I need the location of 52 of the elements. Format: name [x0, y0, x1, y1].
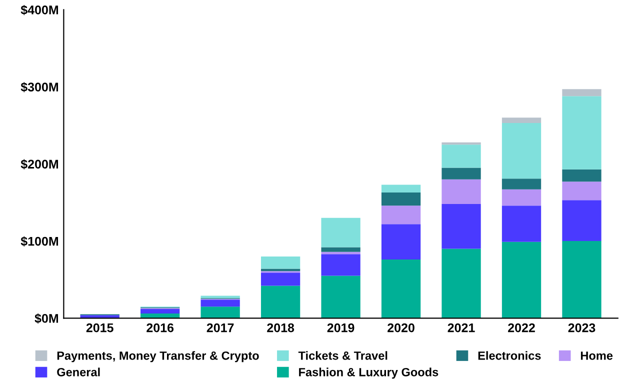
bar [321, 254, 360, 276]
x-tick-label: 2017 [206, 323, 234, 332]
bar [502, 242, 542, 318]
bar [502, 123, 542, 179]
bar [502, 206, 542, 242]
legend-label: Electronics [478, 351, 541, 360]
bar [502, 189, 542, 206]
bar [502, 118, 542, 124]
bar [321, 247, 360, 252]
bar [140, 308, 180, 314]
bar [562, 169, 602, 182]
y-tick-label: $100M [20, 236, 58, 246]
y-tick-label: $300M [20, 82, 58, 92]
bar [260, 256, 300, 269]
y-tick-label: $400M [20, 4, 58, 16]
y-tick-label: $0M [34, 313, 58, 324]
bar [321, 218, 360, 248]
bar [200, 306, 240, 318]
legend-label: General [57, 368, 100, 376]
bar [381, 224, 421, 260]
bar [442, 179, 481, 204]
bar [562, 241, 602, 318]
x-tick-label: 2021 [448, 323, 475, 332]
bar [502, 178, 542, 190]
bar [442, 144, 481, 168]
bar [321, 276, 360, 318]
bar [562, 89, 602, 96]
legend-label: Home [580, 352, 613, 360]
bar [260, 272, 300, 286]
bar [442, 248, 481, 318]
x-tick-label: 2022 [508, 323, 535, 332]
bar [200, 300, 240, 307]
bar [562, 96, 602, 170]
legend-label: Fashion & Luxury Goods [299, 368, 438, 379]
legend-label: Tickets & Travel [298, 351, 388, 360]
bar [381, 184, 421, 192]
bar [260, 286, 300, 318]
bar [442, 168, 481, 180]
x-tick-label: 2019 [327, 323, 354, 332]
bar [381, 260, 421, 318]
legend-label: Payments, Money Transfer & Crypto [57, 351, 259, 362]
y-tick-label: $200M [20, 159, 58, 170]
bar [381, 206, 421, 224]
bar [442, 204, 481, 249]
x-tick-label: 2016 [146, 323, 174, 332]
x-tick-label: 2023 [568, 323, 596, 332]
x-tick-label: 2018 [267, 323, 294, 332]
bar [381, 192, 421, 206]
x-tick-label: 2020 [388, 323, 414, 332]
x-tick-label: 2015 [86, 323, 114, 332]
bar [562, 182, 602, 200]
bar [562, 200, 602, 242]
